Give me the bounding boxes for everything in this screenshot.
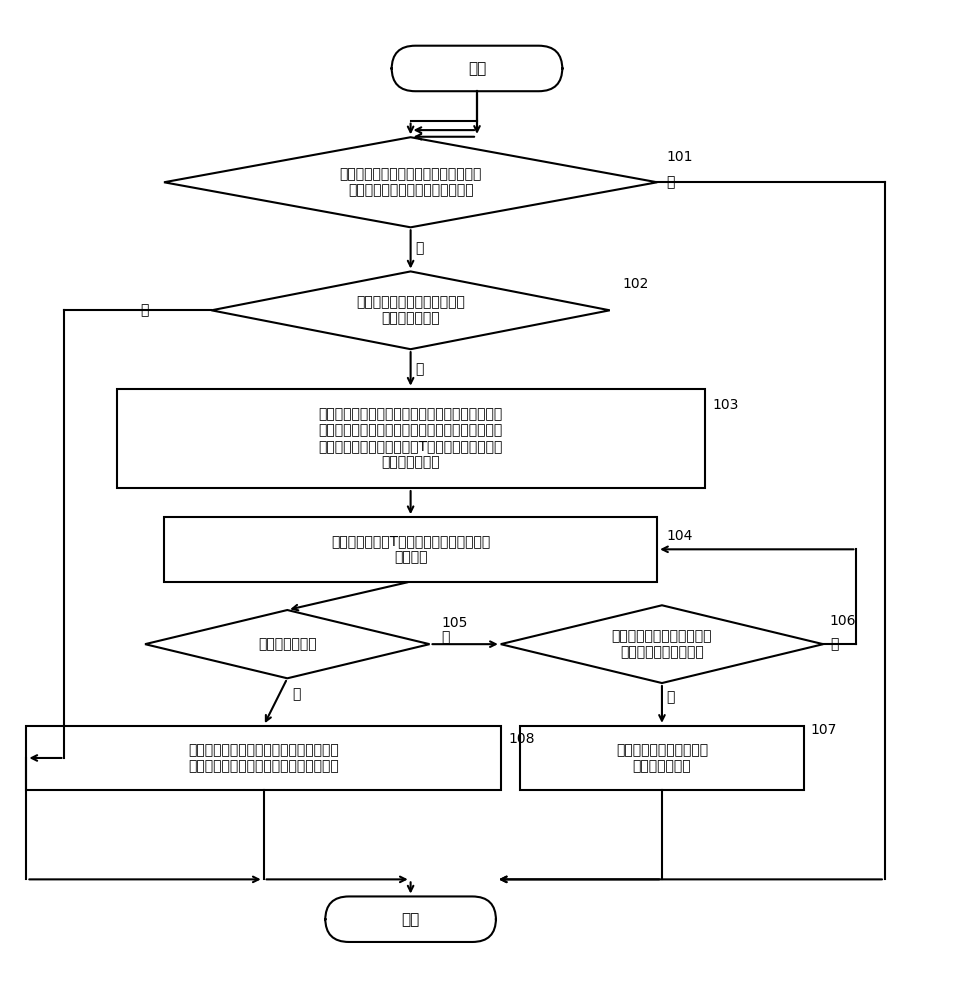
Text: 判断第一业务执行模块处理
的业务是否已经执行完: 判断第一业务执行模块处理 的业务是否已经执行完 (611, 629, 712, 659)
Text: 结束: 结束 (401, 912, 419, 927)
Text: 定时器是否超时: 定时器是否超时 (257, 637, 316, 651)
Text: 101: 101 (666, 150, 693, 164)
Text: 开始: 开始 (467, 61, 486, 76)
Text: 根据业务优先级执行第一业务执行模块处
理的业务和第二业务执行模块处理的业务: 根据业务优先级执行第一业务执行模块处 理的业务和第二业务执行模块处理的业务 (188, 743, 338, 773)
Text: 是: 是 (666, 690, 675, 704)
Text: 是: 是 (415, 242, 423, 256)
FancyBboxPatch shape (392, 46, 561, 91)
Text: 105: 105 (440, 616, 467, 630)
Bar (164, 517, 657, 582)
Text: 104: 104 (666, 529, 692, 543)
Text: 在定时器的时长T内，执行第一业务执行模
块的业务: 在定时器的时长T内，执行第一业务执行模 块的业务 (331, 534, 490, 564)
Text: 执行缓存的第二业务执行
模块处理的业务: 执行缓存的第二业务执行 模块处理的业务 (616, 743, 707, 773)
Text: 107: 107 (810, 723, 837, 737)
Text: 判断移动终端中第一业务执行模块和第
二业务执行模块是否存在业务冲突: 判断移动终端中第一业务执行模块和第 二业务执行模块是否存在业务冲突 (339, 167, 481, 197)
Bar (519, 726, 803, 790)
Text: 否: 否 (666, 175, 675, 189)
Text: 否: 否 (829, 637, 838, 651)
Text: 判断第一业务执行模块的业务
是否短信令过程: 判断第一业务执行模块的业务 是否短信令过程 (355, 295, 464, 325)
Polygon shape (500, 605, 822, 683)
Bar (27, 726, 500, 790)
Text: 是: 是 (292, 687, 300, 701)
Polygon shape (145, 610, 429, 678)
Text: 106: 106 (829, 614, 856, 628)
Polygon shape (164, 137, 657, 227)
Text: 102: 102 (621, 277, 648, 291)
Text: 是: 是 (415, 362, 423, 376)
Text: 否: 否 (440, 631, 449, 645)
FancyBboxPatch shape (325, 896, 496, 942)
Text: 103: 103 (712, 398, 738, 412)
Text: 108: 108 (508, 732, 535, 746)
Text: 启动第一业务执行模块的定时器，根据第一业务执
行模块处理的业务及第二业务执行模块处理的业务
的优先级调整定时器的时长T，同时缓存第二业务
执行模块的业务: 启动第一业务执行模块的定时器，根据第一业务执 行模块处理的业务及第二业务执行模块… (318, 407, 502, 470)
Text: 否: 否 (140, 303, 149, 317)
Polygon shape (212, 271, 609, 349)
Bar (116, 389, 704, 488)
